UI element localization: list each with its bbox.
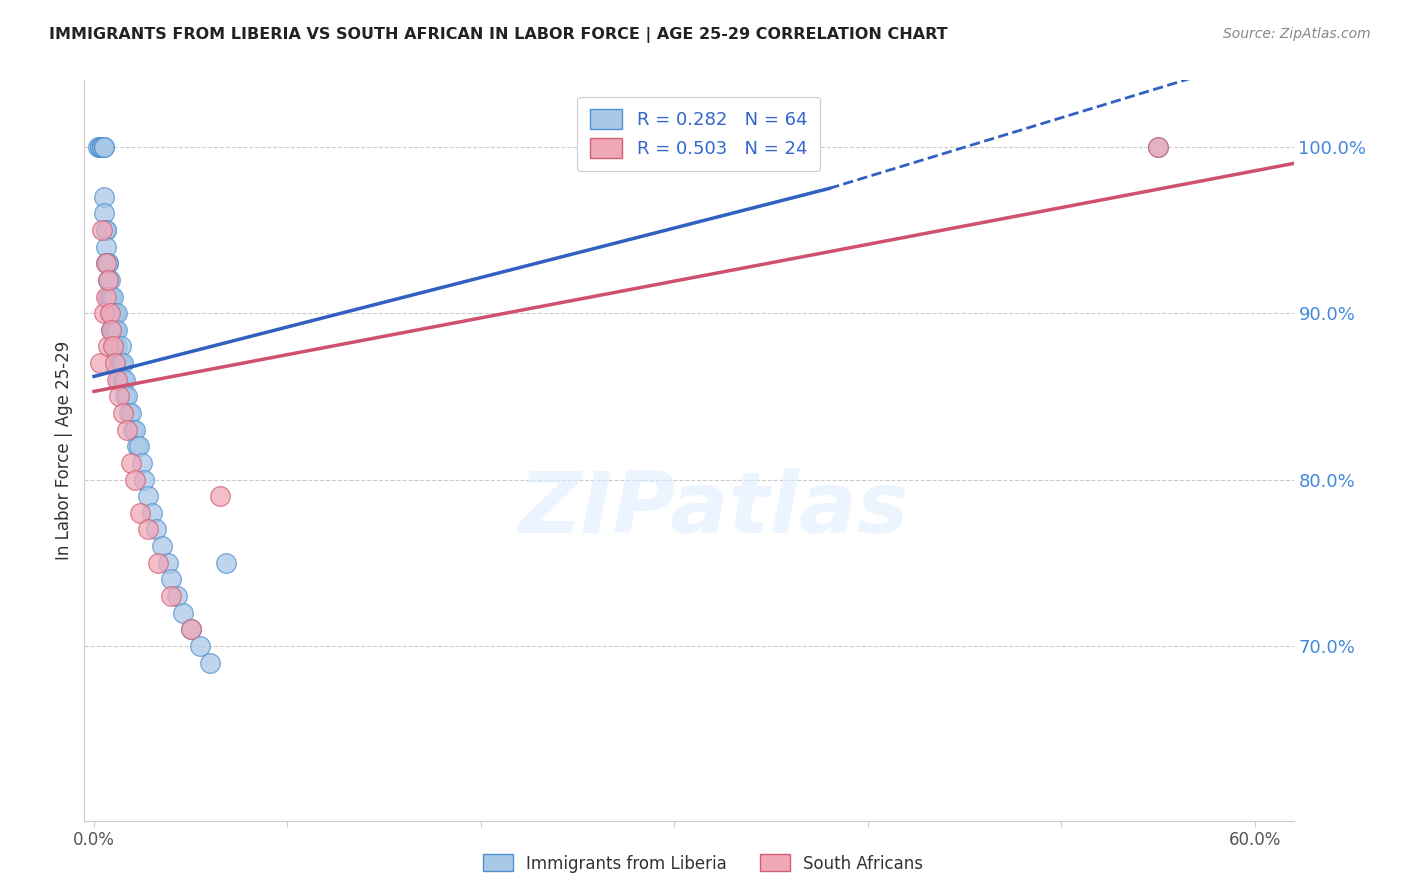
Point: [131, 456, 153, 470]
Point: [114, 373, 136, 387]
Text: ZIPatlas: ZIPatlas: [517, 468, 908, 551]
Point: [90, 140, 112, 154]
Y-axis label: In Labor Force | Age 25-29: In Labor Force | Age 25-29: [55, 341, 73, 560]
Point: [108, 356, 131, 370]
Point: [115, 423, 138, 437]
Point: [105, 323, 128, 337]
Point: [214, 556, 236, 570]
Point: [190, 639, 212, 653]
Point: [94, 256, 117, 270]
Point: [121, 423, 143, 437]
Point: [94, 240, 117, 254]
Point: [89, 140, 111, 154]
Point: [134, 473, 156, 487]
Point: [145, 523, 167, 537]
Point: [104, 323, 127, 337]
Point: [98, 306, 121, 320]
Point: [1147, 140, 1170, 154]
Point: [105, 339, 128, 353]
Point: [208, 489, 231, 503]
Point: [115, 389, 138, 403]
Point: [110, 356, 132, 370]
Point: [98, 289, 121, 303]
Point: [120, 406, 142, 420]
Point: [156, 556, 179, 570]
Legend: R = 0.282   N = 64, R = 0.503   N = 24: R = 0.282 N = 64, R = 0.503 N = 24: [576, 96, 820, 170]
Point: [97, 273, 120, 287]
Point: [112, 373, 135, 387]
Text: IMMIGRANTS FROM LIBERIA VS SOUTH AFRICAN IN LABOR FORCE | AGE 25-29 CORRELATION : IMMIGRANTS FROM LIBERIA VS SOUTH AFRICAN…: [49, 27, 948, 43]
Point: [136, 523, 159, 537]
Point: [118, 406, 141, 420]
Point: [103, 323, 125, 337]
Point: [90, 140, 112, 154]
Point: [100, 289, 122, 303]
Point: [93, 206, 115, 220]
Point: [112, 356, 135, 370]
Point: [94, 223, 117, 237]
Point: [89, 140, 111, 154]
Point: [94, 289, 117, 303]
Point: [172, 606, 194, 620]
Point: [166, 589, 188, 603]
Point: [94, 256, 117, 270]
Point: [125, 439, 148, 453]
Point: [124, 423, 146, 437]
Point: [87, 140, 110, 154]
Point: [94, 223, 117, 237]
Point: [124, 473, 146, 487]
Point: [129, 506, 152, 520]
Point: [105, 373, 128, 387]
Point: [108, 389, 131, 403]
Point: [97, 289, 120, 303]
Point: [112, 406, 135, 420]
Point: [100, 323, 122, 337]
Point: [93, 190, 115, 204]
Point: [105, 306, 128, 320]
Point: [160, 573, 183, 587]
Point: [198, 656, 221, 670]
Point: [98, 306, 121, 320]
Point: [98, 273, 121, 287]
Point: [100, 306, 122, 320]
Point: [180, 623, 202, 637]
Point: [146, 556, 169, 570]
Point: [100, 323, 122, 337]
Point: [93, 140, 115, 154]
Point: [97, 273, 120, 287]
Point: [90, 223, 112, 237]
Point: [97, 339, 120, 353]
Point: [136, 489, 159, 503]
Point: [93, 306, 115, 320]
Point: [90, 140, 112, 154]
Point: [103, 339, 125, 353]
Point: [104, 356, 127, 370]
Point: [104, 339, 127, 353]
Point: [150, 539, 173, 553]
Text: Source: ZipAtlas.com: Source: ZipAtlas.com: [1223, 27, 1371, 41]
Point: [128, 439, 150, 453]
Point: [97, 256, 120, 270]
Point: [120, 456, 142, 470]
Point: [160, 589, 183, 603]
Point: [114, 389, 136, 403]
Legend: Immigrants from Liberia, South Africans: Immigrants from Liberia, South Africans: [477, 847, 929, 880]
Point: [97, 256, 120, 270]
Point: [93, 140, 115, 154]
Point: [103, 289, 125, 303]
Point: [108, 373, 131, 387]
Point: [110, 339, 132, 353]
Point: [104, 306, 127, 320]
Point: [103, 306, 125, 320]
Point: [89, 356, 111, 370]
Point: [1147, 140, 1170, 154]
Point: [180, 623, 202, 637]
Point: [103, 339, 125, 353]
Point: [141, 506, 163, 520]
